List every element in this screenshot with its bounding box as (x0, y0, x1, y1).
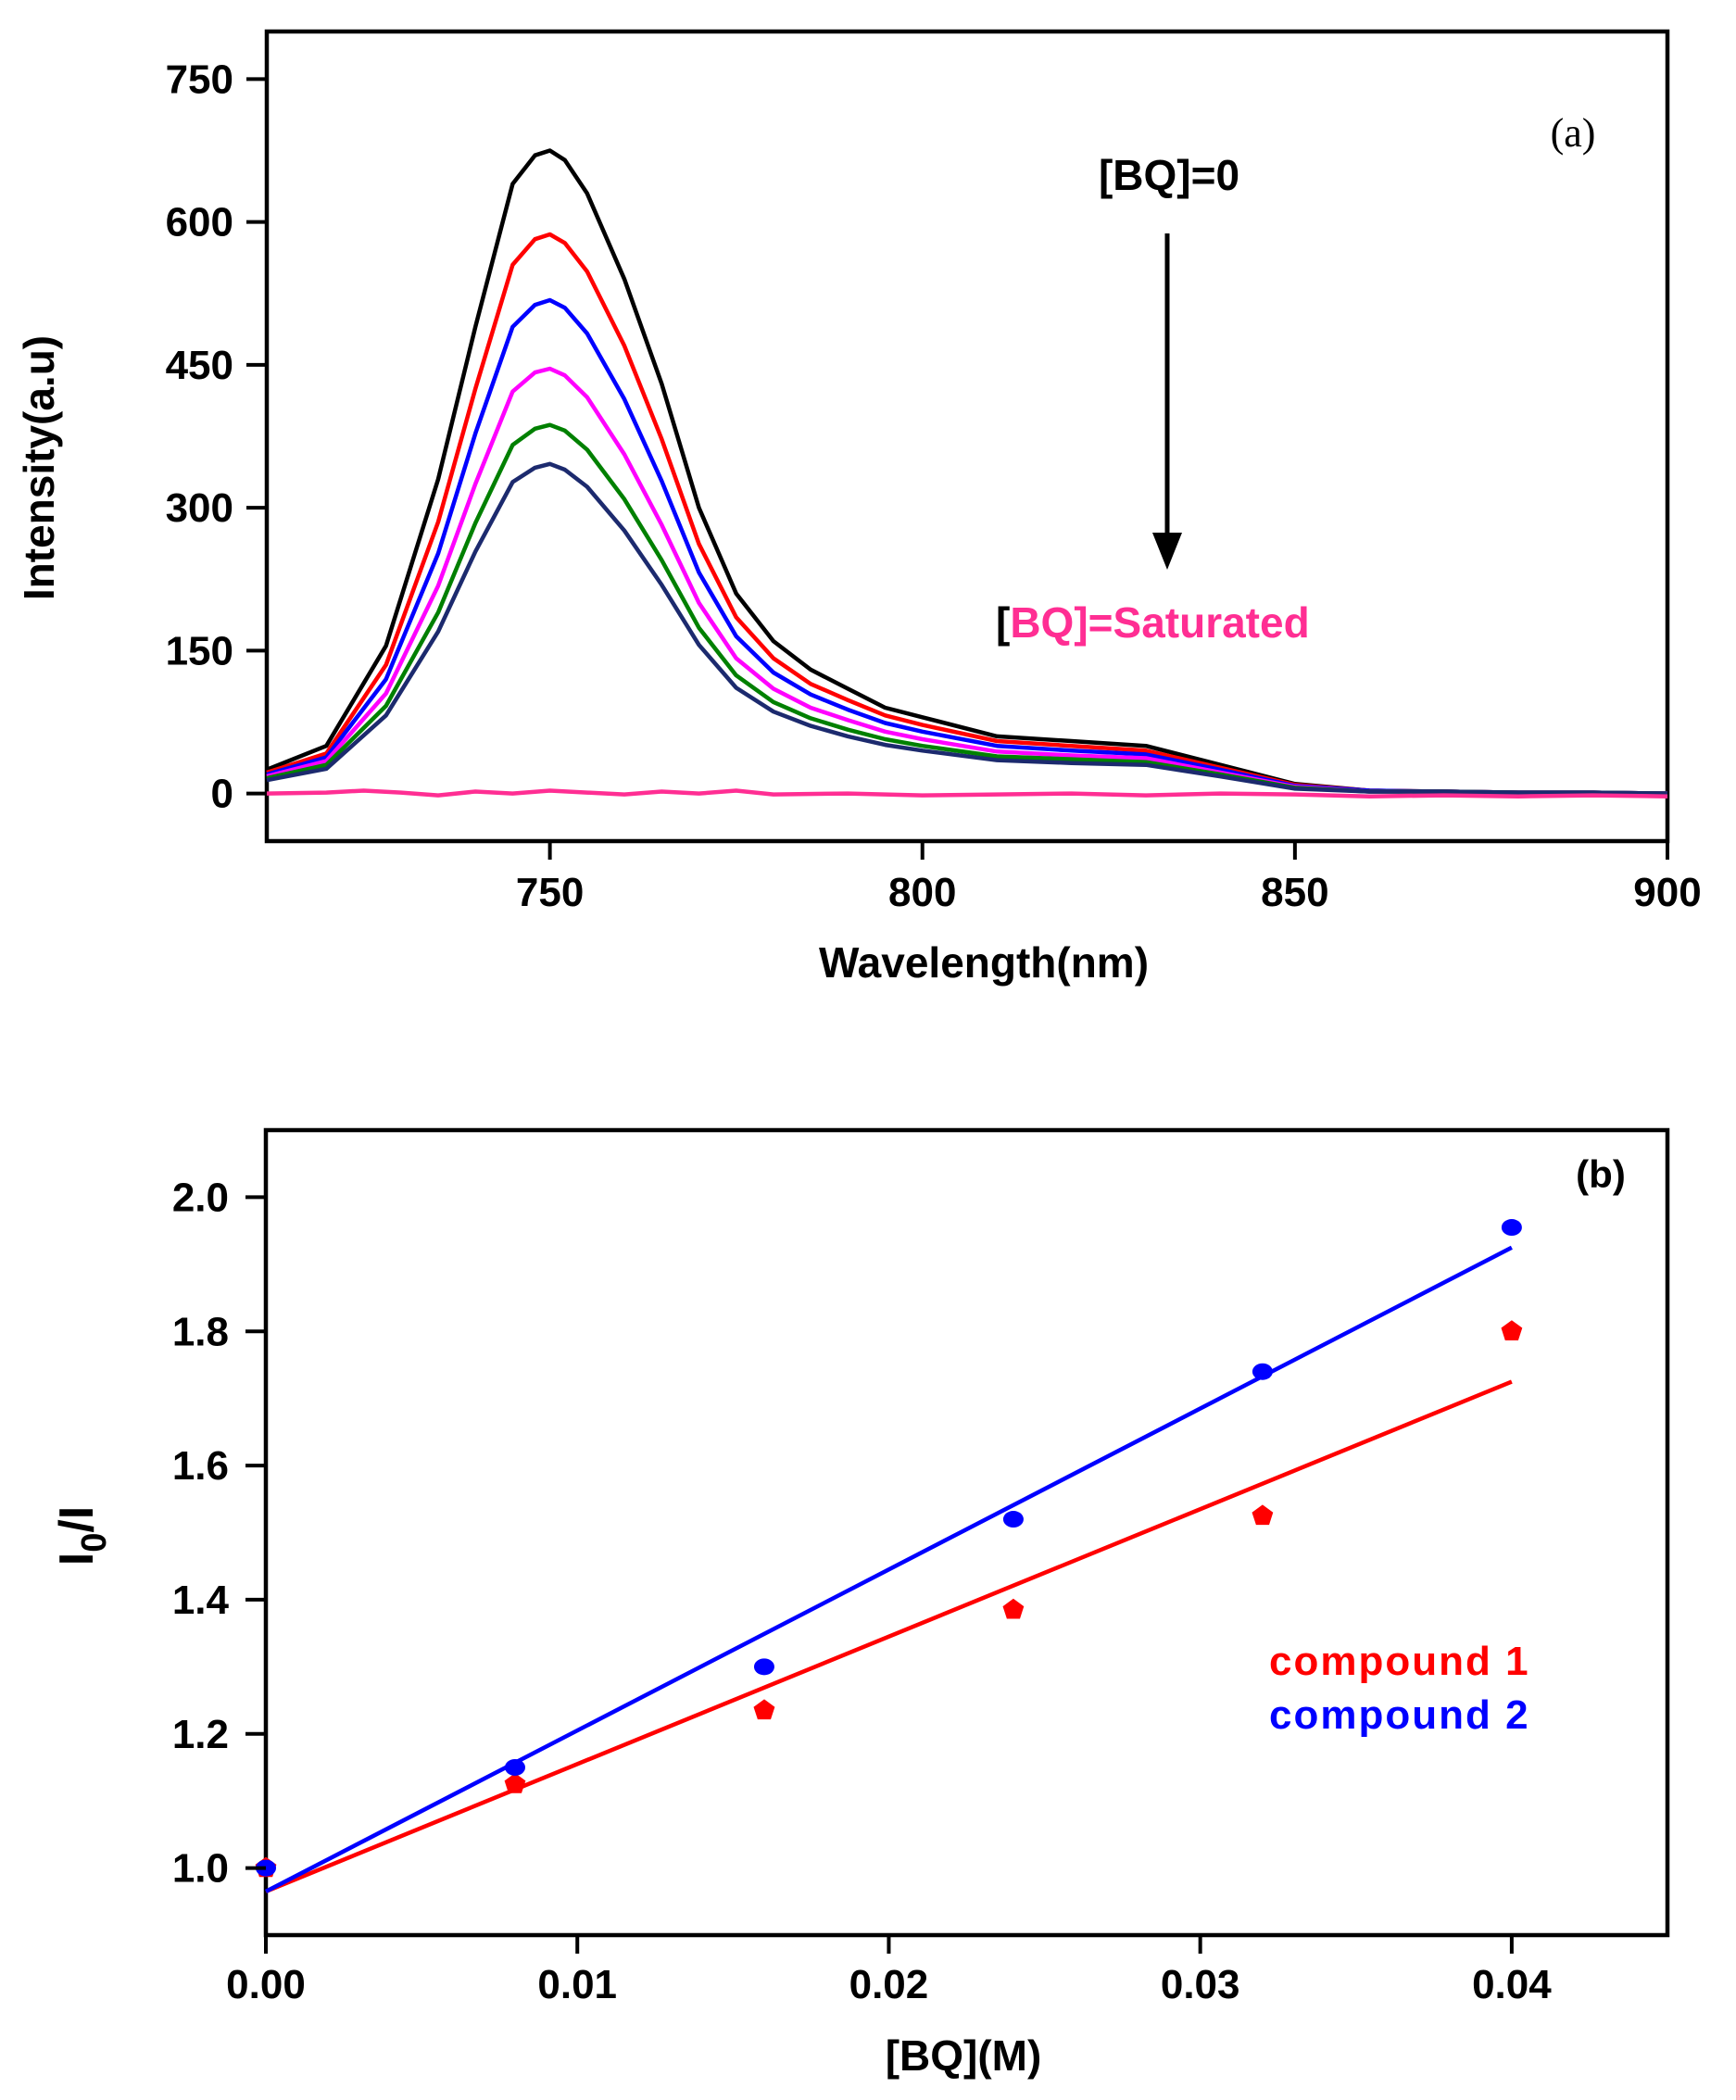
spectrum-curve-6 (266, 461, 1668, 796)
panel-b-label: (b) (1576, 1152, 1626, 1196)
panel-b-plot-frame (263, 1127, 1670, 1938)
panel-a-y-ticks: 0 150 300 450 600 750 (166, 57, 267, 817)
x-tick-label: 750 (516, 870, 584, 915)
y-title-subscript: 0 (75, 1533, 114, 1553)
x-tick-label: 900 (1633, 870, 1701, 915)
panel-a-plot-frame (264, 29, 1670, 844)
panel-b-x-axis-title: [BQ](M) (886, 2031, 1042, 2080)
panel-b-fit-lines (264, 1245, 1513, 1894)
y-tick-label: 1.8 (172, 1309, 229, 1354)
panel-a-spectra-chart: 0 150 300 450 600 750 750 800 850 900 Wavelength… (15, 29, 1702, 987)
annotation-saturated-rest: ]=Saturated (1074, 598, 1309, 647)
panel-a-x-ticks: 750 800 850 900 (516, 841, 1702, 915)
point-compound-1 (753, 1699, 775, 1720)
point-compound-2 (753, 1658, 774, 1676)
legend-compound-1: compound 1 (1269, 1639, 1530, 1684)
panel-b-x-ticks: 0.00 0.01 0.02 0.03 0.04 (226, 1935, 1552, 2007)
point-compound-2 (1252, 1363, 1273, 1380)
x-tick-label: 0.02 (849, 1962, 929, 2007)
y-tick-label: 300 (166, 485, 233, 531)
point-compound-1 (504, 1773, 526, 1793)
y-title-main: I (50, 1553, 104, 1566)
panel-b-y-axis-title: I0/I (50, 1506, 114, 1566)
y-tick-label: 0 (211, 772, 233, 817)
point-compound-1 (1252, 1504, 1274, 1526)
point-compound-2 (1002, 1511, 1024, 1528)
y-tick-label: 1.0 (172, 1846, 229, 1892)
spectrum-curve-7 (266, 788, 1668, 799)
x-tick-label: 850 (1261, 870, 1328, 915)
y-tick-label: 1.6 (172, 1443, 229, 1489)
x-tick-label: 0.00 (226, 1962, 306, 2007)
x-tick-label: 800 (888, 870, 956, 915)
panel-a-x-axis-title: Wavelength(nm) (819, 938, 1149, 987)
annotation-bq-zero: [BQ]=0 (1099, 151, 1239, 199)
y-tick-label: 450 (166, 343, 233, 388)
panel-a-label: (a) (1551, 110, 1596, 156)
spectrum-curve-1 (266, 148, 1668, 796)
y-tick-label: 2.0 (172, 1175, 229, 1220)
annotation-bracket-open: [ (996, 598, 1010, 647)
x-tick-label: 0.03 (1161, 1962, 1240, 2007)
panel-b-legend: compound 1 compound 2 (1269, 1639, 1530, 1738)
fit-line-compound-1 (265, 1379, 1513, 1894)
point-compound-1 (1002, 1598, 1025, 1619)
down-arrow-icon (1152, 533, 1182, 570)
fit-line-compound-2 (264, 1245, 1513, 1893)
panel-a-curves (266, 148, 1668, 799)
y-tick-label: 1.2 (172, 1712, 229, 1757)
panel-b-y-ticks: 1.0 1.2 1.4 1.6 1.8 2.0 (172, 1175, 266, 1892)
y-tick-label: 750 (166, 57, 233, 102)
y-tick-label: 150 (166, 628, 233, 673)
point-compound-1 (1501, 1320, 1523, 1340)
annotation-bq-species: BQ (1010, 598, 1074, 647)
y-tick-label: 600 (166, 200, 233, 245)
x-tick-label: 0.01 (537, 1962, 617, 2007)
panel-b-data-points (255, 1219, 1523, 1878)
point-compound-2 (504, 1758, 525, 1776)
panel-b-stern-volmer-chart: 1.01.21.41.61.82.0 0.00 0.01 0.02 0.03 0.04 … (50, 1127, 1670, 2080)
legend-compound-2: compound 2 (1269, 1692, 1530, 1738)
annotation-bq-saturated: [BQ]=Saturated (996, 598, 1310, 647)
point-compound-2 (1501, 1219, 1522, 1237)
y-tick-label: 1.4 (172, 1578, 230, 1623)
panel-a-y-axis-title: Intensity(a.u) (15, 335, 63, 600)
x-tick-label: 0.04 (1472, 1962, 1552, 2007)
y-title-tail: /I (50, 1506, 104, 1533)
